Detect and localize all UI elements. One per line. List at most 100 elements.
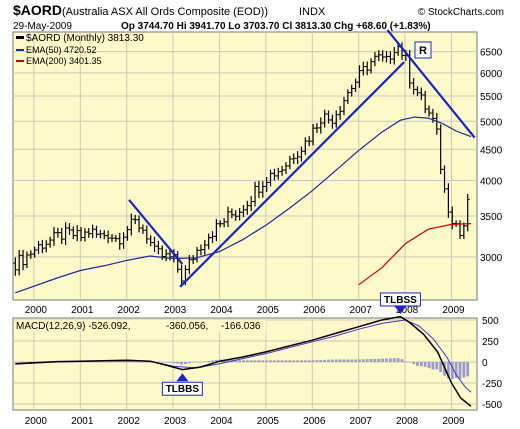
macd-histogram-bar [284, 360, 288, 362]
macd-histogram-bar [408, 362, 412, 363]
macd-histogram [13, 358, 470, 380]
year-label: 2005 [257, 305, 280, 316]
macd-y-axis: 500 250 0 -250 -500 [482, 316, 502, 411]
resistance-annotation: R [414, 41, 432, 59]
year-label: 2007 [350, 305, 373, 316]
macd-histogram-bar [168, 362, 172, 363]
price-legend: $AORD (Monthly) 3813.30 EMA(50) 4720.52 … [16, 33, 144, 66]
tlbss-label: TLBSS [384, 295, 417, 306]
macd-histogram-bar [257, 360, 261, 362]
price-grid [13, 32, 477, 300]
macd-histogram-bar [180, 362, 183, 365]
price-bars [13, 42, 470, 286]
year-label: 2003 [164, 305, 187, 316]
macd-histogram-bar [17, 361, 21, 363]
macd-histogram-bar [187, 362, 191, 364]
macd-legend: MACD(12,26,9) -526.092, -360.056, -166.0… [16, 320, 266, 332]
macd-histogram-bar [110, 361, 114, 363]
macd-histogram-bar [454, 362, 458, 378]
price-panel-bg [12, 31, 478, 301]
macd-histogram-bar [199, 362, 203, 363]
chart-date: 29-May-2009 [13, 21, 72, 32]
year-label: 2001 [71, 416, 94, 427]
macd-histogram-bar [141, 361, 145, 363]
trendlines [128, 29, 476, 288]
macd-legend-signal: -360.056, [166, 321, 208, 332]
macd-histogram-bar [342, 359, 346, 362]
macd-histogram-bar [126, 361, 129, 362]
price-y-tick-label: 5000 [480, 117, 503, 128]
macd-histogram-bar [137, 361, 141, 363]
macd-histogram-bar [400, 359, 404, 362]
year-label: 2004 [210, 305, 233, 316]
macd-histogram-bar [450, 362, 454, 380]
macd-histogram-bar [323, 359, 327, 362]
macd-histogram-bar [265, 360, 269, 362]
macd-histogram-bar [315, 360, 319, 362]
macd-histogram-bar [427, 362, 431, 369]
macd-line [15, 315, 472, 407]
macd-histogram-bar [122, 361, 125, 362]
macd-histogram-bar [358, 359, 361, 362]
macd-histogram-bar [95, 361, 98, 363]
macd-histogram-bar [330, 359, 334, 362]
macd-histogram-bar [133, 361, 137, 363]
macd-histogram-bar [311, 360, 315, 362]
macd-histogram-bar [29, 361, 33, 363]
price-y-tick-label: 3000 [480, 253, 503, 264]
macd-histogram-bar [129, 361, 133, 363]
annotation-r-label: R [419, 45, 427, 57]
year-label: 2002 [118, 416, 141, 427]
legend-ema200: EMA(200) 3401.35 [26, 56, 102, 66]
trendline [386, 29, 476, 139]
macd-histogram-bar [211, 360, 214, 362]
macd-histogram-bar [203, 361, 207, 363]
macd-histogram-bar [307, 360, 311, 362]
year-label: 2000 [25, 305, 48, 316]
year-label: 2006 [303, 416, 326, 427]
price-y-tick-label: 4500 [480, 145, 503, 156]
macd-legend-main: MACD(12,26,9) -526.092, [16, 321, 131, 332]
macd-histogram-bar [303, 360, 307, 362]
macd-histogram-bar [106, 361, 110, 363]
macd-histogram-bar [373, 358, 377, 362]
macd-histogram-bar [369, 359, 373, 362]
macd-histogram-bar [164, 362, 168, 363]
macd-histogram-bar [13, 361, 17, 363]
tlbbs-arrow-icon [176, 373, 189, 382]
year-label: 2007 [350, 416, 373, 427]
macd-y-tick-label: -250 [482, 379, 502, 390]
macd-histogram-bar [25, 361, 29, 363]
macd-histogram-bar [381, 358, 385, 362]
macd-histogram-bar [238, 360, 241, 362]
legend-price: $AORD (Monthly) 3813.30 [26, 33, 144, 44]
macd-histogram-bar [242, 360, 245, 362]
macd-histogram-bar [423, 362, 427, 367]
trendline [128, 199, 184, 265]
tlbbs-label-box [161, 381, 203, 396]
macd-histogram-bar [87, 361, 91, 363]
price-y-tick-label: 4000 [480, 177, 503, 188]
macd-histogram-bar [361, 359, 365, 362]
macd-histogram-bar [195, 361, 199, 363]
ema50-line [15, 116, 472, 294]
year-label: 2000 [25, 416, 48, 427]
macd-histogram-bar [160, 362, 164, 363]
macd-histogram-bar [350, 359, 354, 362]
chart-exchange: INDX [299, 6, 326, 18]
quote-line: Op 3744.70 Hi 3941.70 Lo 3703.70 Cl 3813… [121, 21, 431, 32]
macd-y-tick-label: -500 [482, 400, 502, 411]
macd-histogram-bar [276, 360, 280, 362]
macd-histogram-bar [385, 358, 388, 362]
year-label: 2009 [442, 416, 465, 427]
macd-histogram-bar [300, 360, 303, 362]
ema-lines [15, 116, 472, 294]
macd-histogram-bar [207, 360, 211, 362]
macd-histogram-bar [346, 359, 350, 362]
price-y-tick-label: 5500 [480, 92, 503, 103]
macd-histogram-bar [226, 359, 230, 362]
chart-name: (Australia ASX All Ords Composite (EOD)) [62, 6, 268, 18]
macd-y-tick-label: 0 [482, 358, 488, 369]
macd-histogram-bar [118, 361, 122, 363]
